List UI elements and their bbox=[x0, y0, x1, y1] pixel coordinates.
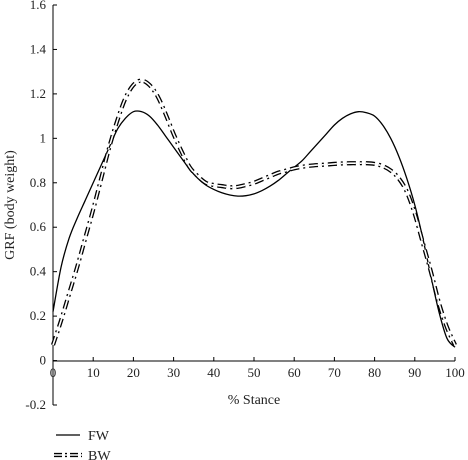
y-tick-label: 0.6 bbox=[30, 219, 47, 234]
series-bw-line bbox=[51, 78, 457, 346]
x-tick-label: 100 bbox=[445, 365, 465, 380]
y-tick-label: 1 bbox=[40, 130, 47, 145]
legend-label-bw: BW bbox=[88, 449, 111, 460]
x-tick-label: 30 bbox=[167, 365, 180, 380]
series-fw-line bbox=[52, 110, 456, 348]
x-tick-label: 70 bbox=[328, 365, 341, 380]
y-tick-label: -0.2 bbox=[25, 397, 46, 412]
y-tick-label: 0 bbox=[40, 353, 47, 368]
x-tick-label: 80 bbox=[368, 365, 381, 380]
x-axis-title: % Stance bbox=[228, 393, 280, 408]
y-axis-title: GRF (body weight) bbox=[3, 150, 18, 260]
legend: FW BW bbox=[54, 429, 111, 460]
series-layer bbox=[51, 78, 457, 348]
y-tick-label: 0.8 bbox=[30, 175, 46, 190]
x-tick-label: 20 bbox=[127, 365, 140, 380]
axes: -0.2 0 0.2 0.4 0.6 0.8 1 1.2 1.4 1.6 0 10 20 30 40 50 60… bbox=[25, 0, 464, 412]
series-bw-line-inner bbox=[52, 79, 456, 346]
x-tick-label: 90 bbox=[408, 365, 421, 380]
y-tick-label: 1.6 bbox=[30, 0, 47, 12]
y-tick-label: 0.4 bbox=[30, 264, 47, 279]
legend-label-fw: FW bbox=[88, 429, 110, 444]
x-tick-label: 0 bbox=[50, 365, 57, 380]
x-tick-label: 10 bbox=[87, 365, 100, 380]
x-tick-label: 60 bbox=[288, 365, 301, 380]
y-tick-label: 0.2 bbox=[30, 308, 46, 323]
x-tick-label: 50 bbox=[248, 365, 261, 380]
y-tick-label: 1.2 bbox=[30, 86, 46, 101]
x-tick-label: 40 bbox=[207, 365, 220, 380]
y-tick-label: 1.4 bbox=[30, 41, 47, 56]
